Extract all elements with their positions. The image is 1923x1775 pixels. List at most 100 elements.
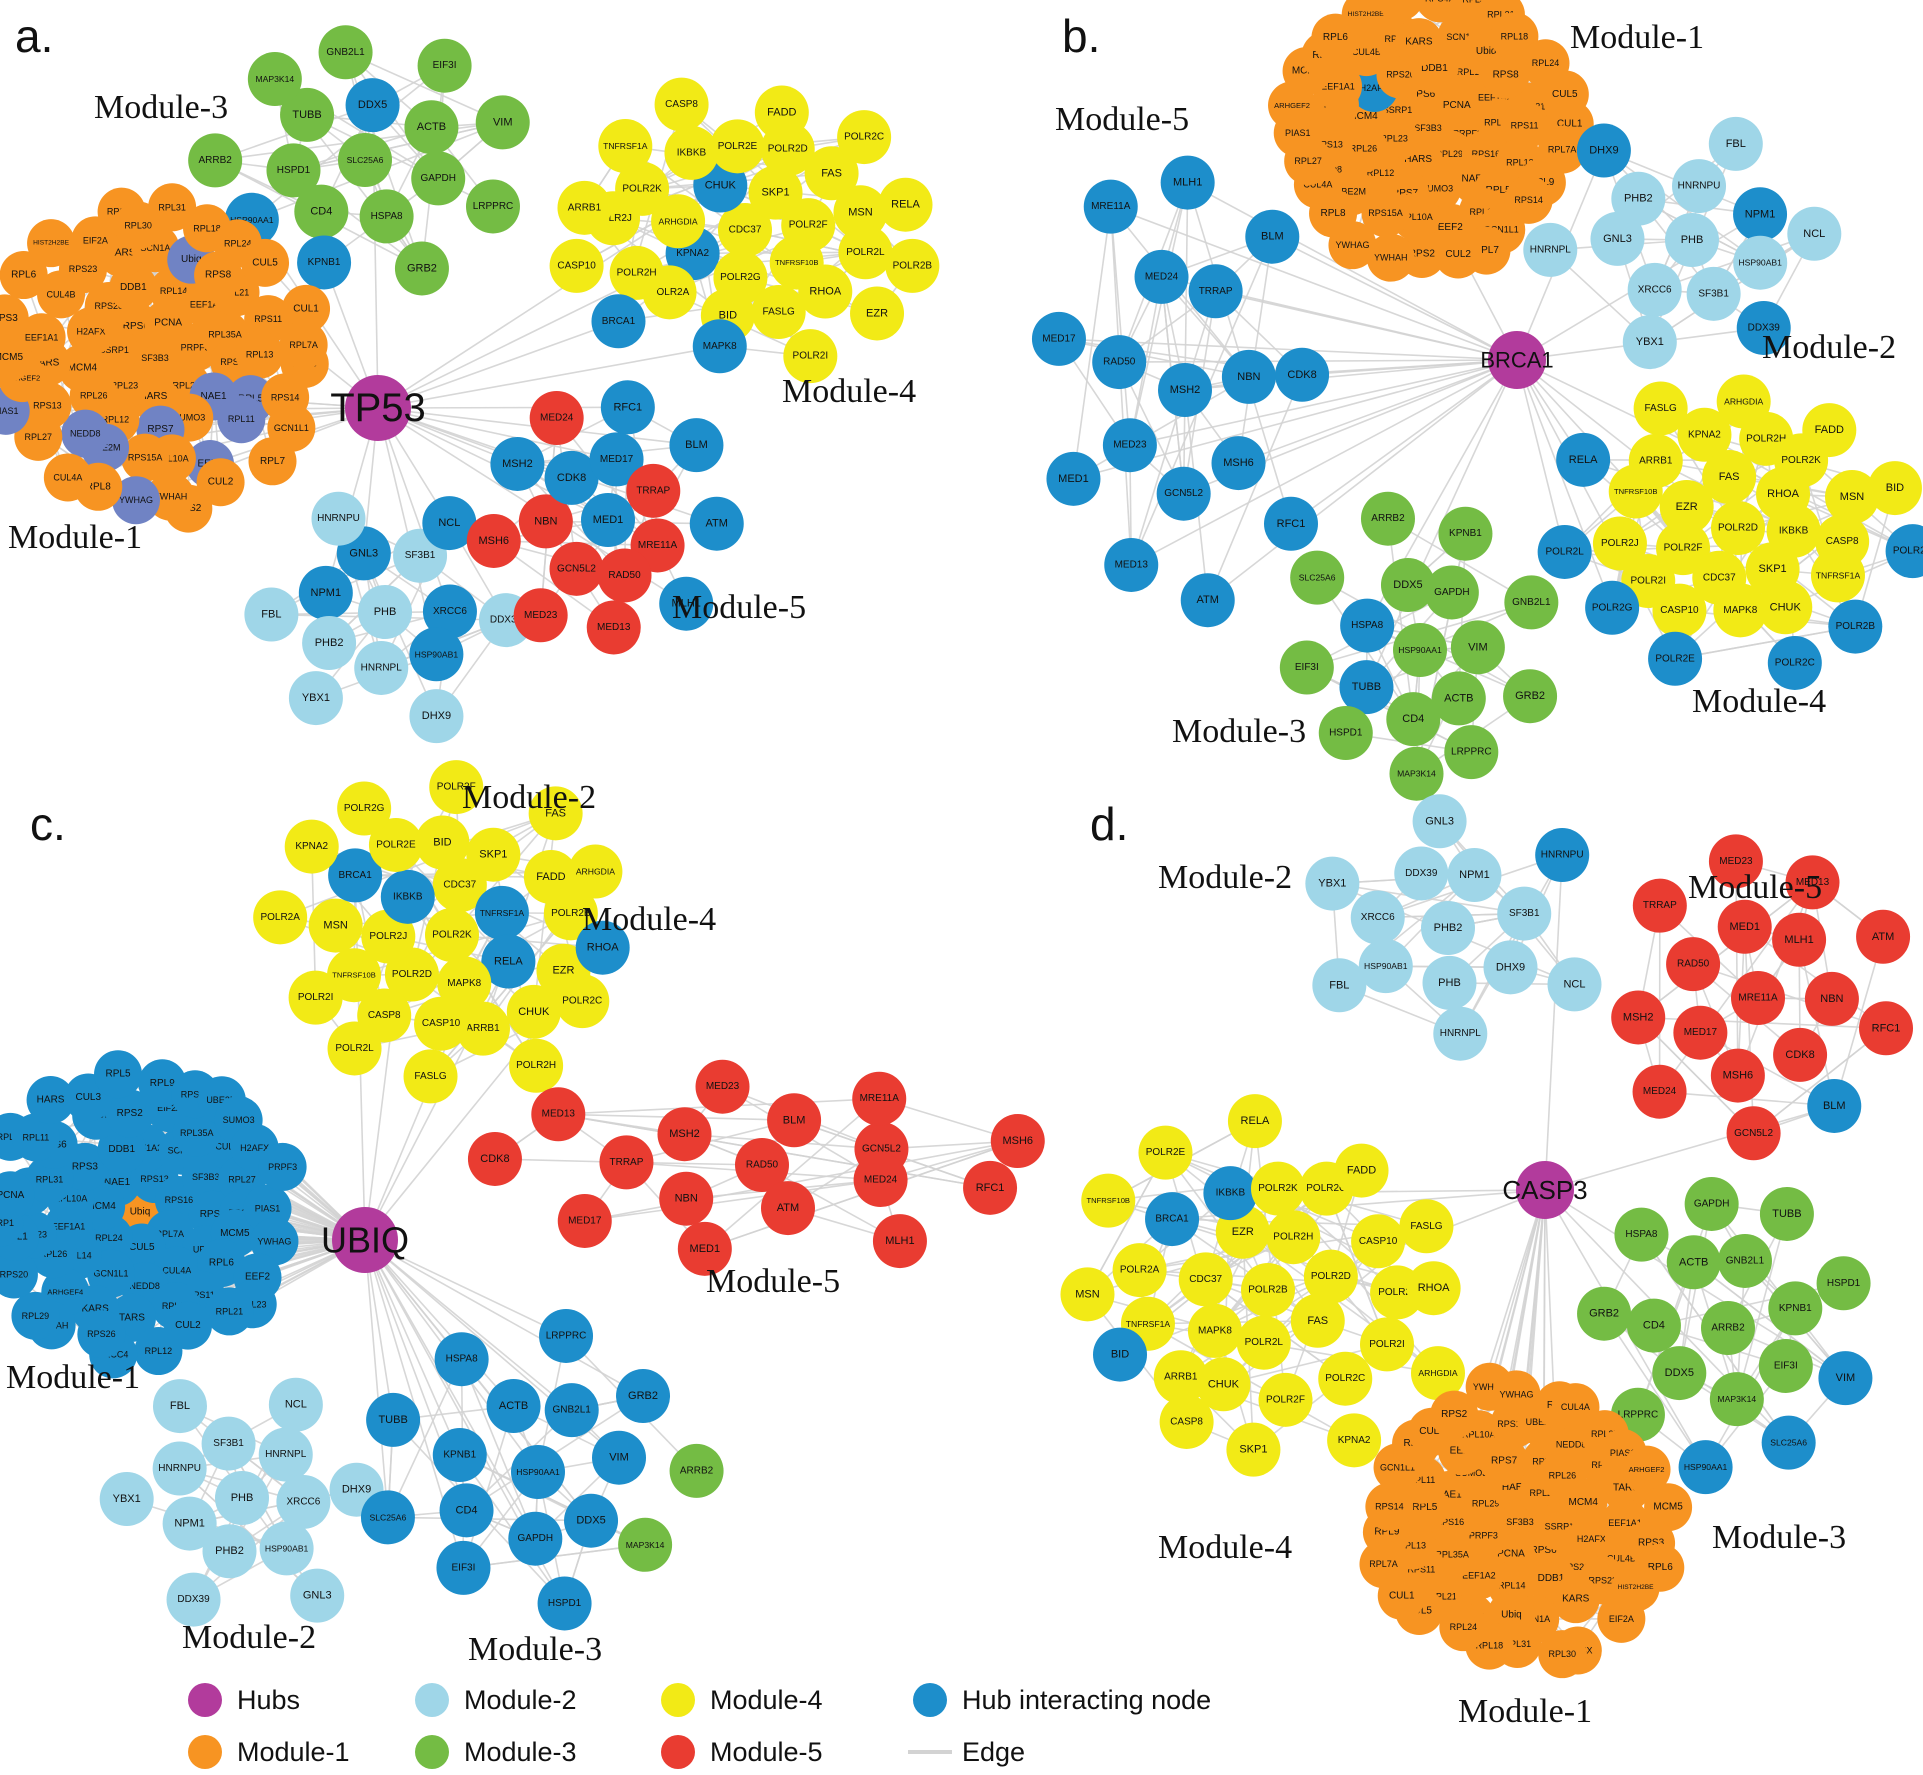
node-label: SKP1 [1759,563,1787,575]
node-lrpprc: LRPPRC [1444,725,1499,780]
node-label: HNRNPL [1530,244,1572,255]
node-label: MED24 [864,1175,898,1186]
edge [1637,1016,1755,1134]
node-label: POLR2D [1311,1271,1351,1282]
node-label: POLR2J [594,213,632,224]
node-label: PHB [1681,234,1704,246]
node-label: ATM [777,1202,799,1214]
node-label: MSH6 [1223,457,1254,469]
node-label: RPS7 [1392,188,1419,199]
node-label: CUL4A [1561,1402,1590,1412]
node-actb: ACTB [1666,1235,1721,1290]
node-phb2: PHB2 [302,615,357,670]
node-rps4x: RPS4X [1415,0,1464,23]
edge [1164,1152,1269,1291]
node-label: RPL6 [1323,32,1348,43]
node-label: PCNA [1443,100,1471,111]
node-polr2l: POLR2L [1236,1315,1291,1370]
edge [1387,518,1415,720]
node-label: FAS [1307,1315,1328,1327]
node-label: NPM1 [311,587,342,599]
node-label: CUL1 [293,303,319,314]
node-fadd: FADD [1334,1143,1389,1198]
module-label-a-module-3: Module-3 [94,89,228,126]
node-label: EIF3I [433,60,457,71]
node-label: GAPDH [420,173,456,184]
node-hspd1: HSPD1 [537,1576,592,1631]
node-label: KPNB1 [1449,528,1482,539]
edge [1735,861,1739,1076]
node-label: RPS20 [1561,1562,1590,1572]
node-label: BID [1111,1349,1129,1361]
node-label: RPL24 [1532,58,1560,68]
node-label: MED23 [1719,856,1753,867]
node-ybx1: YBX1 [288,671,343,726]
node-label: RPL26 [40,1249,68,1259]
node-rpl18: RPL18 [1490,12,1539,61]
module-label-a-module-2: Module-2 [462,779,596,816]
node-label: RPS6 [1531,1545,1558,1556]
panel-letter-b: b. [1062,10,1100,62]
node-brca1: BRCA1 [591,294,646,349]
node-label: POLR2I [1630,576,1666,587]
module-label-b-module-5: Module-5 [1055,101,1189,138]
node-label: CUL1 [1389,1590,1415,1601]
node-rps2: RPS2 [105,1089,154,1138]
node-label: RPL11 [22,1132,49,1142]
node-label: GNL3 [349,547,378,559]
edge [1736,1213,1788,1400]
node-rps14: RPS14 [1365,1482,1414,1531]
node-label: PHB2 [315,637,344,649]
node-label: HSPA8 [1625,1229,1657,1240]
node-arrb2: ARRB2 [1360,491,1415,546]
node-label: LRPPRC [1451,747,1492,758]
node-eif2a: EIF2A [1376,0,1424,21]
node-label: RFC1 [1872,1022,1901,1034]
node-label: KPNB1 [308,257,341,268]
node-label: RPL27 [1591,1429,1619,1439]
node-polr2h: POLR2H [609,245,664,300]
legend-item-module-2: Module-2 [415,1683,577,1717]
node-label: RPL10A [1399,212,1433,222]
node-label: POLR2H [617,267,657,278]
node-hsp90aa1: HSP90AA1 [1393,623,1447,677]
node-med13: MED13 [586,600,641,655]
hub-label: BRCA1 [1480,348,1553,373]
node-label: MSH2 [669,1128,700,1140]
node-hnrnpu: HNRNPU [311,491,366,546]
node-label: TRRAP [636,485,670,496]
node-label: HSPD1 [277,165,311,176]
node-label: PIAS1 [0,406,18,416]
node-hnrnpu: HNRNPU [152,1441,207,1496]
node-tnfrsf1a: TNFRSF1A [1810,548,1865,603]
node-polr2j: POLR2J [1592,516,1647,571]
node-atm: ATM [1180,573,1235,628]
node-cdk8: CDK8 [1773,1027,1828,1082]
node-label: MED1 [690,1243,721,1255]
node-label: HNRNPU [1678,181,1721,192]
node-mcm4: MCM4 [1559,1478,1608,1527]
node-label: EIF2A [1387,0,1412,2]
node-label: DHX9 [1496,961,1525,973]
node-label: POLR2A [260,912,300,923]
node-label: RPL8 [1321,208,1346,219]
node-label: SF3B1 [1509,908,1540,919]
node-label: MCM4 [68,363,98,374]
node-label: GNB2L1 [553,1405,592,1416]
node-label: TNFRSF10B [775,258,818,267]
node-mapk8: MAPK8 [1187,1303,1242,1358]
node-label: RPL29 [173,381,201,391]
node-rhoa: RHOA [1406,1261,1461,1316]
legend-swatch-interacting [913,1683,947,1717]
node-label: EEF1A2 [1478,93,1512,103]
node-label: GNB2L1 [1512,597,1551,608]
node-cd4: CD4 [1386,692,1441,747]
node-polr2e: POLR2E [710,119,765,174]
node-label: MSN [1075,1288,1100,1300]
node-fadd: FADD [1802,403,1857,458]
node-label: MAPK8 [447,978,481,989]
node-polr2e: POLR2E [1648,631,1703,686]
edge [1516,359,1613,609]
node-grb2: GRB2 [1577,1286,1632,1341]
node-mapk8: MAPK8 [1713,583,1768,638]
